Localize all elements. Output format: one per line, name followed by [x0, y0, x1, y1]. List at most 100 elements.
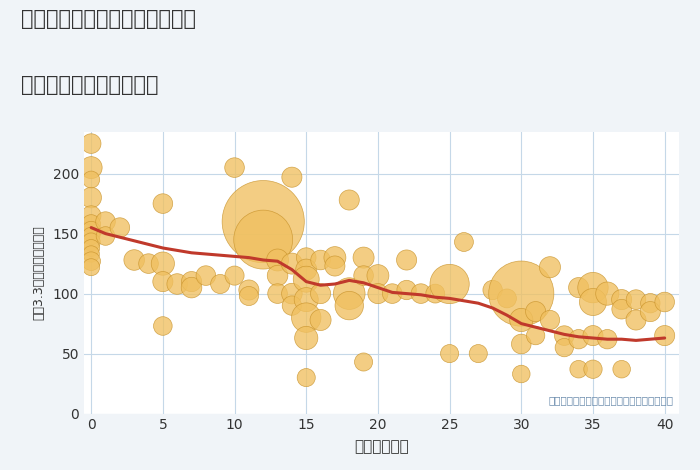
Point	[300, 275, 312, 283]
Point	[300, 314, 312, 321]
Point	[158, 200, 169, 207]
Point	[458, 238, 470, 246]
Point	[300, 296, 312, 303]
Point	[587, 332, 598, 339]
Point	[631, 316, 642, 324]
Point	[559, 344, 570, 352]
Point	[358, 358, 369, 366]
Point	[616, 296, 627, 303]
Y-axis label: 坪（3.3㎡）単価（万円）: 坪（3.3㎡）単価（万円）	[33, 225, 46, 320]
Point	[616, 366, 627, 373]
Point	[85, 164, 97, 172]
Point	[229, 272, 240, 279]
Point	[329, 254, 340, 261]
Point	[372, 272, 384, 279]
Point	[300, 254, 312, 261]
Point	[401, 286, 412, 294]
Point	[587, 298, 598, 306]
Point	[573, 336, 584, 343]
Point	[258, 236, 269, 243]
Point	[344, 196, 355, 204]
Point	[85, 220, 97, 228]
Text: 円の大きさは、取引のあった物件面積を示す: 円の大きさは、取引のあった物件面積を示す	[548, 395, 673, 405]
Point	[85, 140, 97, 148]
Point	[85, 258, 97, 265]
Point	[85, 232, 97, 240]
Point	[114, 224, 125, 231]
Point	[272, 272, 284, 279]
Point	[516, 340, 527, 348]
Point	[573, 284, 584, 291]
Point	[100, 218, 111, 225]
Point	[129, 256, 140, 264]
Point	[559, 332, 570, 339]
Point	[85, 176, 97, 183]
Point	[444, 350, 455, 357]
Point	[602, 290, 613, 298]
Point	[473, 350, 484, 357]
Point	[272, 256, 284, 264]
Point	[516, 370, 527, 378]
Point	[85, 212, 97, 219]
Point	[186, 284, 197, 291]
Point	[344, 290, 355, 298]
Point	[602, 336, 613, 343]
Point	[300, 334, 312, 342]
Point	[272, 290, 284, 298]
Point	[545, 316, 556, 324]
Point	[487, 286, 498, 294]
Point	[186, 278, 197, 285]
Point	[530, 308, 541, 315]
Point	[645, 308, 656, 315]
Point	[329, 262, 340, 270]
Point	[172, 280, 183, 288]
Point	[344, 302, 355, 309]
Point	[516, 290, 527, 298]
Point	[300, 266, 312, 274]
Point	[315, 316, 326, 324]
Point	[358, 272, 369, 279]
Point	[501, 295, 512, 302]
Point	[315, 290, 326, 298]
Point	[545, 264, 556, 271]
Point	[85, 250, 97, 258]
Point	[659, 298, 671, 306]
Point	[229, 164, 240, 172]
Point	[286, 290, 297, 298]
X-axis label: 築年数（年）: 築年数（年）	[354, 439, 409, 454]
Point	[244, 292, 255, 300]
Point	[286, 302, 297, 309]
Point	[100, 232, 111, 240]
Point	[315, 256, 326, 264]
Point	[286, 173, 297, 181]
Point	[616, 306, 627, 313]
Point	[200, 272, 211, 279]
Point	[631, 296, 642, 303]
Point	[573, 366, 584, 373]
Point	[85, 194, 97, 201]
Text: 京都府京都市上京区翔鸞学区の: 京都府京都市上京区翔鸞学区の	[21, 9, 196, 30]
Point	[85, 264, 97, 271]
Point	[258, 218, 269, 225]
Point	[516, 316, 527, 324]
Point	[415, 290, 426, 298]
Point	[300, 374, 312, 381]
Point	[444, 280, 455, 288]
Point	[85, 244, 97, 252]
Point	[158, 322, 169, 330]
Point	[244, 286, 255, 294]
Point	[645, 299, 656, 307]
Text: 築年数別中古戸建て価格: 築年数別中古戸建て価格	[21, 75, 158, 95]
Point	[158, 260, 169, 267]
Point	[372, 290, 384, 298]
Point	[587, 366, 598, 373]
Point	[401, 256, 412, 264]
Point	[386, 290, 398, 298]
Point	[430, 290, 441, 298]
Point	[158, 278, 169, 285]
Point	[286, 260, 297, 267]
Point	[659, 332, 671, 339]
Point	[85, 227, 97, 235]
Point	[530, 332, 541, 339]
Point	[215, 280, 226, 288]
